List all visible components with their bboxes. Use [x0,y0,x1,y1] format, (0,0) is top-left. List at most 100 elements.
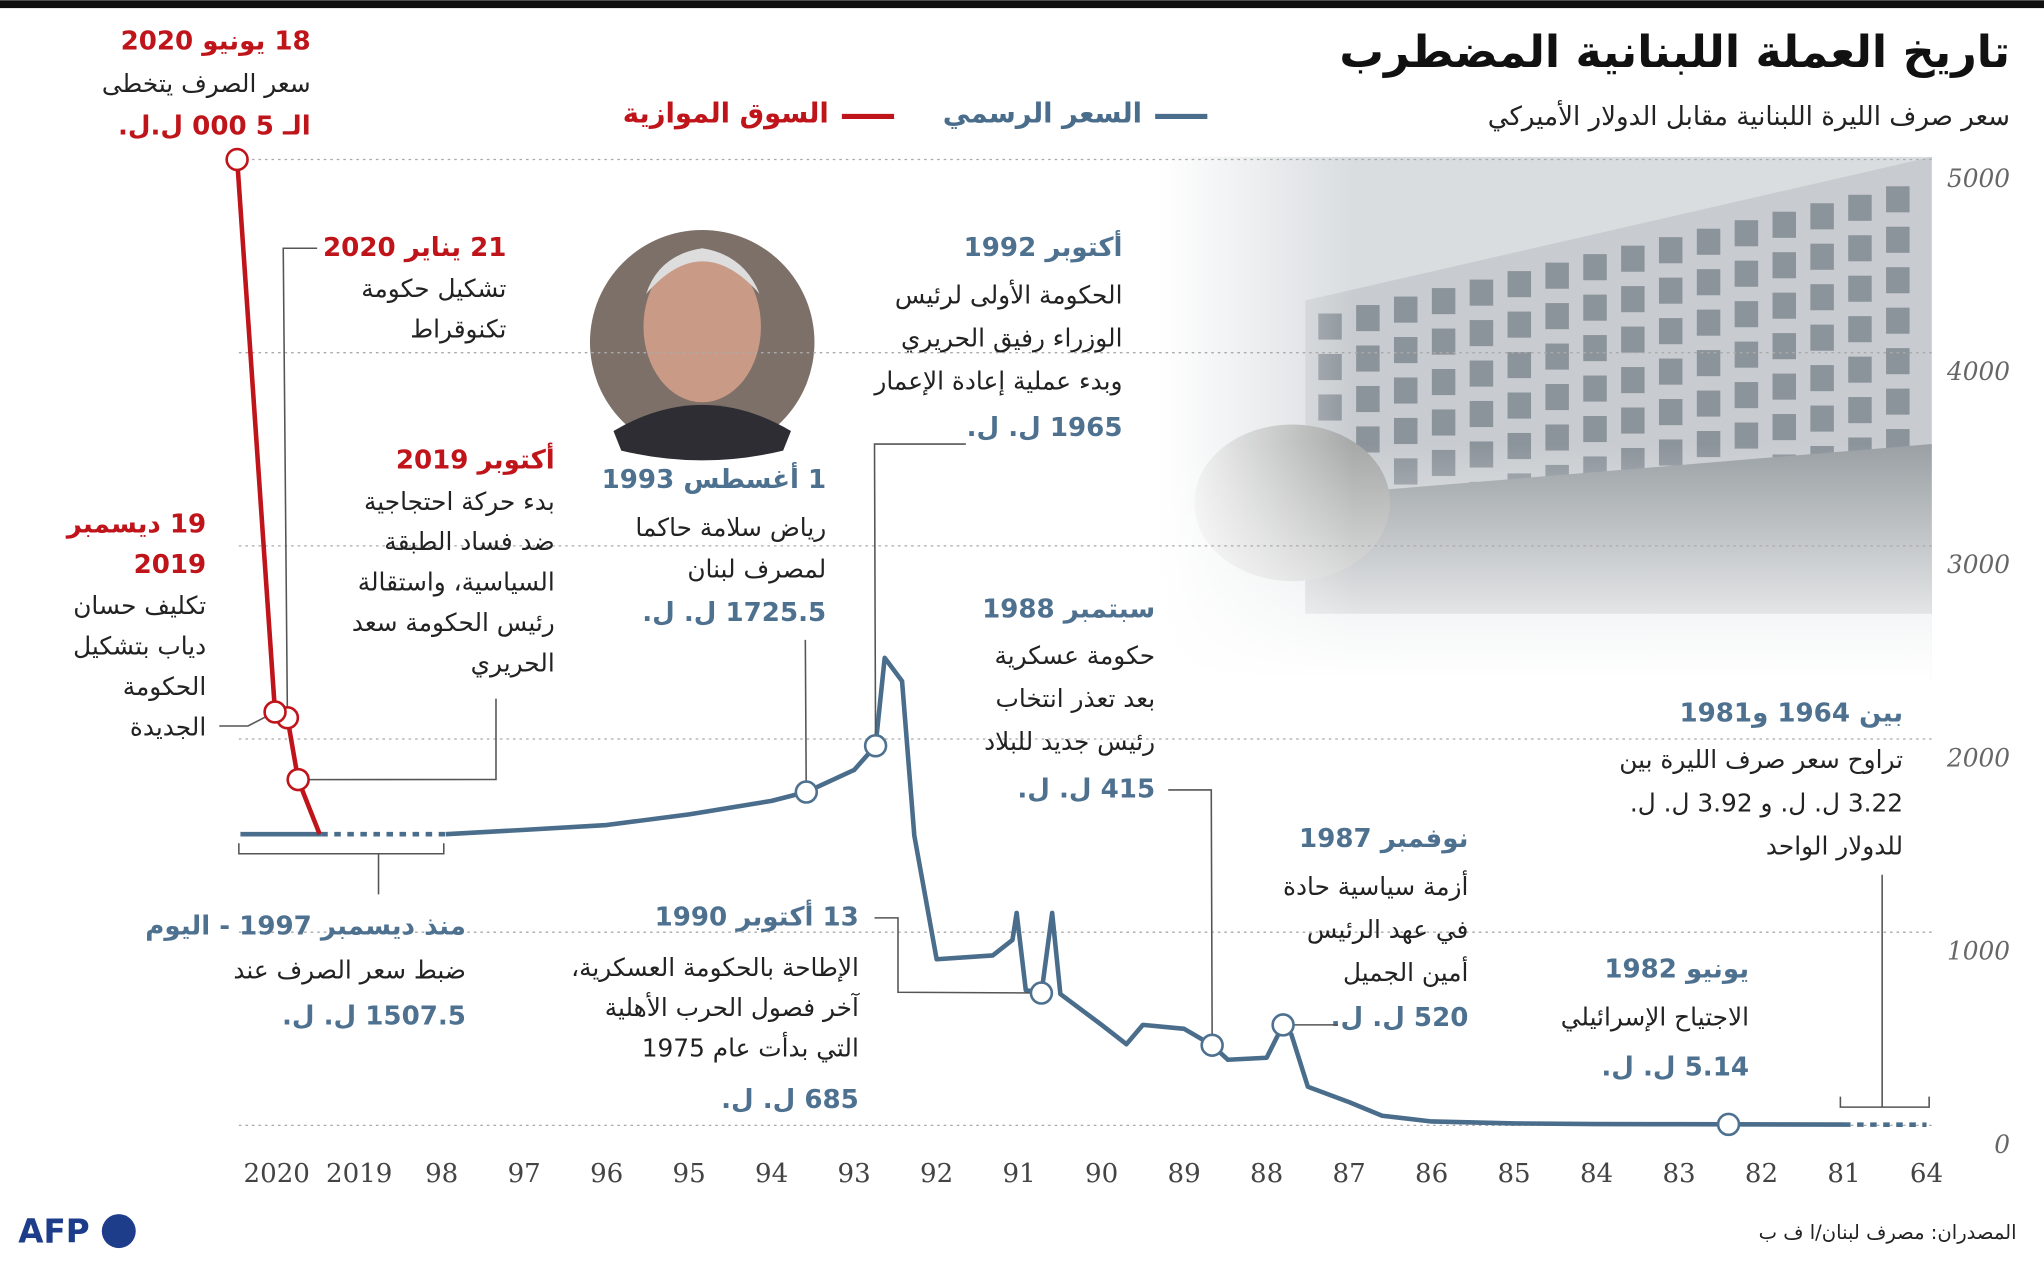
annotation-text: الإطاحة بالحكومة العسكرية، [571,953,859,982]
source: المصدران: مصرف لبنان/ا ف ب [1759,1221,2017,1244]
building-photo [1161,156,1932,679]
logo: AFP [18,1213,89,1251]
annotation-date: سبتمبر 1988 [982,594,1155,624]
y-tick-label: 2000 [1946,743,2010,772]
leader-line [873,443,966,746]
leader-line [282,247,318,718]
y-tick-label: 4000 [1946,357,2010,386]
x-tick-label: 98 [425,1159,458,1189]
annotation-point [1029,981,1054,1005]
chart-subtitle: سعر صرف الليرة اللبنانية مقابل الدولار ا… [1488,99,2010,132]
annotation-text: التي بدأت عام 1975 [642,1031,859,1063]
annotation-point [286,767,310,792]
x-tick-label: 2020 [243,1159,309,1189]
x-tick-label: 84 [1580,1159,1613,1189]
x-tick-label: 83 [1662,1159,1695,1189]
annotation-text: تكنوقراط [410,314,506,343]
annotation-text: ضبط سعر الصرف عند [233,955,466,984]
annotation-text: أزمة سياسية حادة [1283,869,1468,901]
annotation-text: 3.22 ل. ل. و 3.92 ل. ل. [1630,788,1903,817]
annotation-value: 520 ل. ل. [1331,1003,1469,1033]
annotation-text: الحكومة [123,672,206,701]
annotation-point [225,147,249,172]
annotation-text: رئيس جديد للبلاد [984,727,1155,756]
x-tick-label: 87 [1332,1159,1365,1189]
bracket [1839,874,1930,1108]
series-line [445,655,1845,1127]
leader-line [298,698,497,781]
annotation-text: رئيس الحكومة سعد [352,608,555,637]
x-tick-label: 92 [920,1159,953,1189]
annotation-date: أكتوبر 1992 [964,230,1123,263]
y-tick-label: 0 [1994,1130,2010,1159]
annotation-text: السياسية، واستقالة [358,568,555,597]
annotation-text: رياض سلامة حاكما [635,513,826,542]
leader-line [804,639,808,793]
x-tick-label: 2019 [326,1159,392,1189]
annotation-date: 13 أكتوبر 1990 [655,899,859,932]
x-tick-label: 88 [1250,1159,1283,1189]
annotation-point [794,780,819,804]
annotation-text: الوزراء رفيق الحريري [901,324,1123,353]
x-tick-label: 96 [590,1159,623,1189]
logo-dot [101,1214,136,1249]
legend-label: السعر الرسمي [943,99,1142,130]
leader-line [1168,789,1213,1046]
annotation-text: الاجتياح الإسرائيلي [1561,1002,1749,1031]
annotation-value: 685 ل. ل. [721,1085,859,1115]
x-tick-label: 64 [1910,1159,1943,1189]
y-tick-label: 1000 [1947,937,2010,966]
annotation-value: 1965 ل. ل. [967,413,1123,443]
leader-line [874,917,1042,994]
annotation-text: في عهد الرئيس [1307,915,1469,945]
x-tick-label: 81 [1827,1159,1860,1189]
x-tick-label: 82 [1745,1159,1778,1189]
annotation-text: دياب بتشكيل [73,632,206,661]
annotation-date: منذ ديسمبر 1997 - اليوم [145,911,466,941]
annotation-text: بعد تعذر انتخاب [996,684,1156,713]
x-tick-label: 91 [1003,1159,1036,1189]
annotation-text: آخر فصول الحرب الأهلية [605,992,860,1022]
annotation-date: بين 1964 و1981 [1679,699,1903,729]
annotation-text: الحريري [471,649,555,678]
annotation-value: 1725.5 ل. ل. [642,598,826,628]
annotation-date: 2019 [134,550,207,580]
annotation-value: 5.14 ل. ل. [1601,1052,1749,1082]
annotation-text: وبدء عملية إعادة الإعمار [872,367,1122,397]
annotation-text: تراوح سعر صرف الليرة بين [1619,745,1903,774]
annotation-date: يونيو 1982 [1604,955,1749,985]
annotation-date: 1 أغسطس 1993 [602,462,827,495]
x-tick-label: 95 [673,1159,706,1189]
series-line [234,159,322,836]
annotation-value: 1507.5 ل. ل. [282,1002,466,1032]
annotation-text: بدء حركة احتجاجية [364,487,555,516]
legend-label: السوق الموازية [623,99,829,130]
annotation-text: الحكومة الأولى لرئيس [895,280,1123,310]
annotation-date: 21 يناير 2020 [323,233,506,263]
x-tick-label: 94 [755,1159,788,1189]
annotation-date: 18 يونيو 2020 [121,27,311,57]
annotation-text: حكومة عسكرية [994,641,1155,670]
portrait [589,229,815,461]
x-tick-label: 85 [1497,1159,1530,1189]
chart-title: تاريخ العملة اللبنانية المضطرب [1339,27,2010,78]
annotation-date: نوفمبر 1987 [1299,824,1468,854]
annotation-point [1271,1013,1295,1037]
annotation-text: ضد فساد الطبقة [384,527,554,556]
top-bar [0,0,2044,9]
annotation-date: أكتوبر 2019 [396,443,555,476]
annotation-date: 19 ديسمبر [65,509,207,539]
annotation-text: لمصرف لبنان [687,555,826,584]
annotation-text: تكليف حسان [73,591,206,620]
annotation-text: أمين الجميل [1343,955,1468,987]
annotation-point [863,734,888,758]
annotation-value: 415 ل. ل. [1017,774,1155,804]
x-tick-label: 86 [1415,1159,1448,1189]
x-tick-label: 97 [508,1159,541,1189]
y-tick-label: 5000 [1947,164,2010,193]
x-tick-label: 89 [1168,1159,1201,1189]
x-tick-label: 93 [838,1159,871,1189]
bracket [238,843,445,895]
